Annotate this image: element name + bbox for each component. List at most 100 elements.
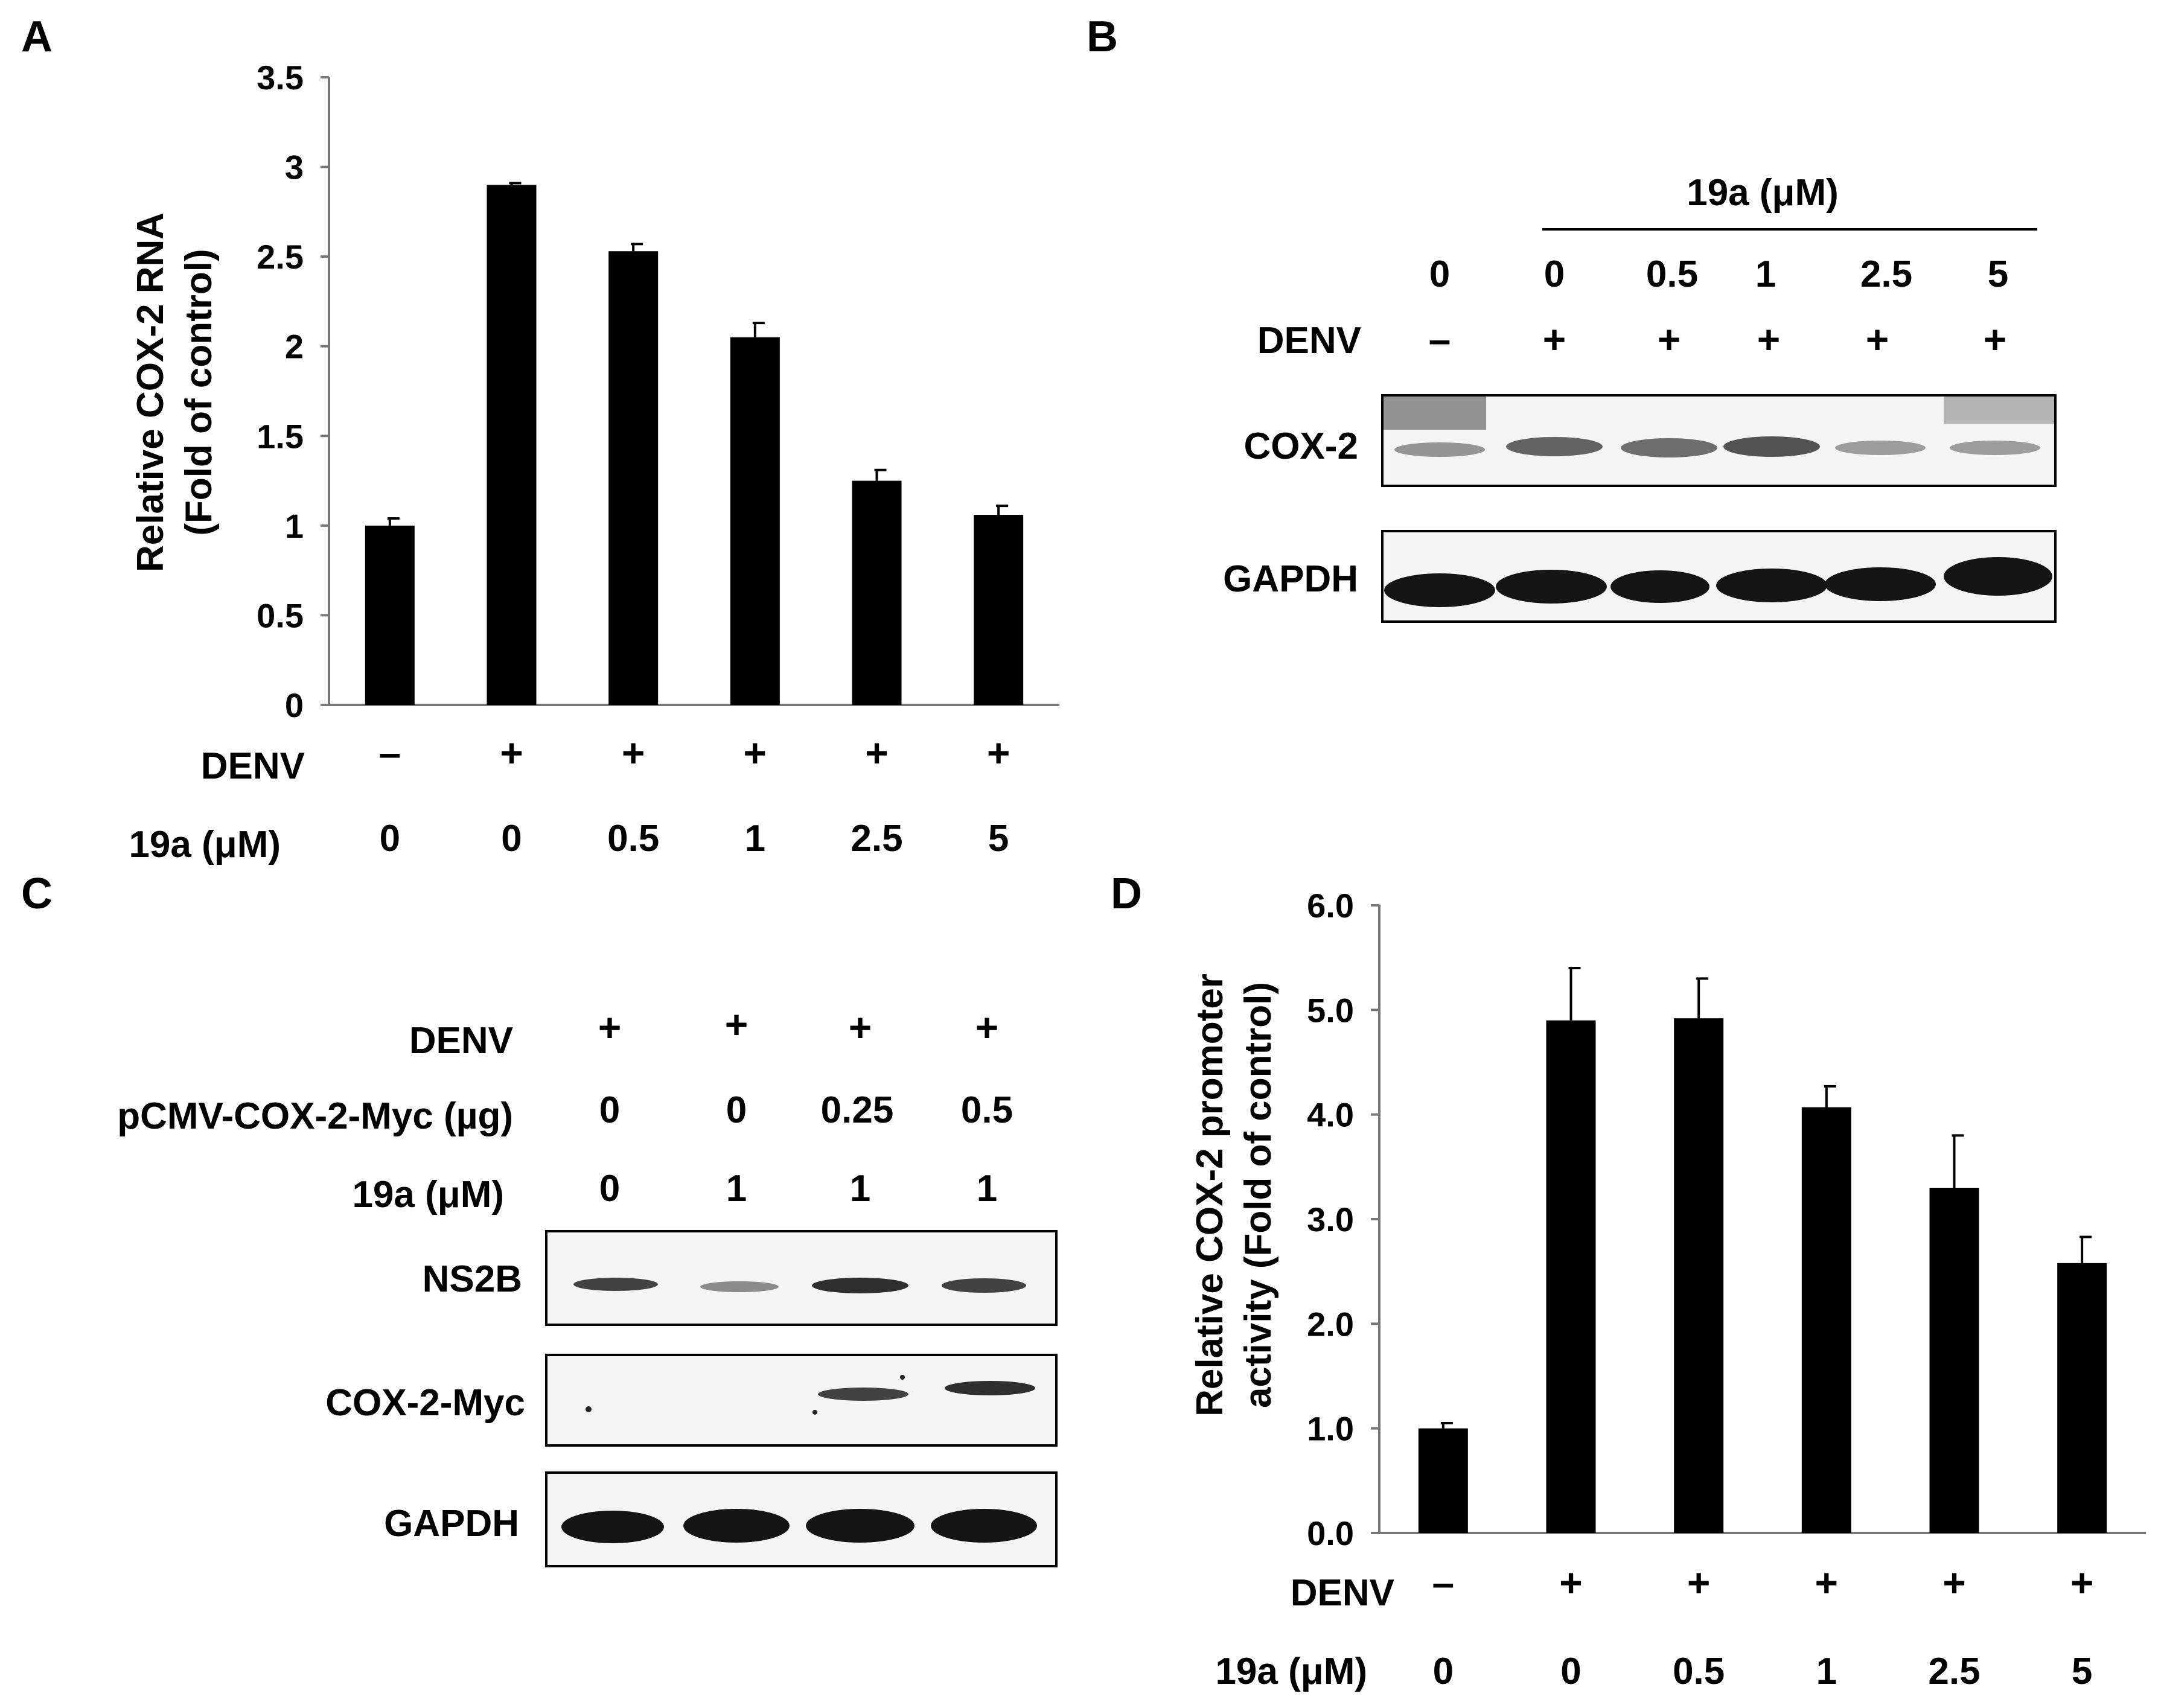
blot-band — [1944, 557, 2052, 596]
blot-band — [1716, 569, 1827, 602]
panel-b-blot-gapdh — [1381, 530, 2057, 623]
dose-label: 0.5 — [607, 818, 659, 859]
denv-sign: + — [1687, 1560, 1711, 1605]
bar — [1929, 1188, 1979, 1533]
bar — [1801, 1107, 1851, 1533]
panel-c-cell: 1 — [850, 1168, 870, 1209]
panel-b-denv-sign: + — [1543, 317, 1566, 362]
blot-band — [1384, 573, 1495, 607]
blot-frame — [1381, 394, 2057, 487]
dose-label: 0 — [501, 818, 522, 859]
panel-b-dose-row: 0 0 0.5 1 2.5 5 — [1429, 253, 2008, 295]
y-tick-label: 0 — [285, 686, 304, 724]
y-tick-label: 3 — [285, 148, 304, 186]
panel-a-ylabel-line1: Relative COX-2 RNA — [130, 212, 171, 572]
panel-b-denv-sign: – — [1429, 317, 1451, 362]
y-tick-label: 5.0 — [1307, 991, 1354, 1029]
y-tick-label: 2.0 — [1307, 1305, 1354, 1343]
dose-label: 0 — [1433, 1651, 1454, 1692]
panel-c-cell: + — [849, 1005, 872, 1050]
y-tick-label: 1 — [285, 507, 304, 545]
denv-sign: – — [378, 730, 401, 775]
panel-c-band-label-ns2b: NS2B — [423, 1258, 522, 1300]
panel-b-denv-label: DENV — [1257, 320, 1361, 362]
panel-b-denv-sign: + — [1866, 317, 1889, 362]
panel-c: C DENV pCMV-COX-2-Myc (µg) 19a (μM) + + … — [21, 870, 1058, 1567]
dose-label: 0.5 — [1673, 1651, 1725, 1692]
bar — [2057, 1263, 2107, 1533]
panel-b: B 19a (μM) 0 0 0.5 1 2.5 5 DENV – + + + … — [1087, 13, 2057, 623]
panel-c-blot-ns2b — [545, 1230, 1058, 1326]
bar — [852, 480, 902, 705]
blot-frame — [545, 1230, 1058, 1326]
blot-band — [812, 1278, 908, 1293]
dose-label: 5 — [988, 818, 1009, 859]
bar — [730, 337, 780, 705]
denv-sign: + — [2070, 1560, 2094, 1605]
panel-b-band-label-gapdh: GAPDH — [1223, 558, 1358, 600]
blot-band — [1610, 570, 1709, 603]
panel-c-row-label: DENV — [409, 1020, 513, 1062]
y-tick-label: 4.0 — [1307, 1096, 1354, 1134]
panel-d-ylabel-line1: Relative COX-2 promoter — [1189, 973, 1231, 1416]
panel-b-blot-cox2 — [1381, 394, 2057, 487]
y-tick-label: 1.5 — [257, 417, 304, 455]
blot-band — [1723, 436, 1820, 457]
panel-c-blot-gapdh — [545, 1471, 1058, 1567]
y-tick-label: 0.0 — [1307, 1514, 1354, 1552]
blot-speck — [586, 1406, 592, 1412]
denv-sign: + — [744, 730, 767, 775]
denv-sign: + — [1942, 1560, 1966, 1605]
blot-band — [1825, 567, 1936, 601]
blot-band — [1394, 442, 1485, 457]
denv-sign: + — [622, 730, 645, 775]
bar — [608, 251, 659, 705]
panel-a-letter: A — [21, 13, 53, 61]
panel-c-cell: 0.25 — [821, 1089, 894, 1131]
panel-d-denv-label: DENV — [1291, 1572, 1394, 1614]
panel-c-cell: 0 — [726, 1089, 747, 1131]
blot-band — [683, 1509, 790, 1543]
panel-d: D Relative COX-2 promoter activity (Fold… — [1111, 870, 2146, 1692]
denv-sign: – — [1432, 1560, 1454, 1605]
dose-label: 0 — [380, 818, 400, 859]
panel-b-band-label-cox2: COX-2 — [1244, 425, 1358, 467]
panel-b-letter: B — [1087, 13, 1118, 61]
panel-a: A Relative COX-2 RNA (Fold of control) 0… — [21, 13, 1059, 865]
dose-label: 2.5 — [851, 818, 902, 859]
panel-c-cell: 1 — [977, 1168, 997, 1209]
panel-b-denv-sign: + — [1757, 317, 1781, 362]
bar — [487, 185, 537, 705]
blot-speck — [812, 1410, 817, 1415]
dose-label: 0 — [1560, 1651, 1581, 1692]
panel-c-row-label: pCMV-COX-2-Myc (µg) — [117, 1095, 513, 1137]
panel-b-dose-label: 0 — [1544, 253, 1565, 295]
panel-c-blot-cox2myc — [545, 1354, 1058, 1447]
panel-c-cell: + — [725, 1002, 749, 1047]
dose-label: 2.5 — [1928, 1651, 1980, 1692]
panel-b-dose-label: 0 — [1429, 253, 1450, 295]
panel-d-ylabel-line2: activity (Fold of control) — [1237, 982, 1279, 1408]
bar — [974, 515, 1024, 705]
blot-band — [806, 1509, 915, 1543]
panel-b-denv-sign: + — [1984, 317, 2007, 362]
denv-sign: + — [1559, 1560, 1583, 1605]
blot-speck — [900, 1375, 905, 1380]
dose-label: 1 — [1816, 1651, 1837, 1692]
blot-band — [931, 1509, 1037, 1543]
panel-c-band-label-gapdh: GAPDH — [384, 1503, 519, 1544]
panel-a-dose-label: 19a (μM) — [129, 824, 281, 865]
panel-c-plasmid-row: 0 0 0.25 0.5 — [599, 1089, 1013, 1131]
blot-band — [1621, 438, 1717, 457]
panel-c-cell: 0.5 — [961, 1089, 1013, 1131]
bar — [365, 525, 415, 705]
panel-c-cell: 1 — [726, 1168, 747, 1209]
panel-c-cell: + — [598, 1005, 622, 1050]
y-tick-label: 0.5 — [257, 596, 304, 634]
panel-c-dose-row: 0 1 1 1 — [599, 1168, 997, 1209]
panel-c-band-label-cox2myc: COX-2-Myc — [325, 1382, 525, 1424]
panel-b-dose-label: 2.5 — [1860, 253, 1912, 295]
blot-shade — [1384, 397, 1486, 430]
blot-band — [700, 1281, 779, 1292]
blot-band — [561, 1511, 664, 1543]
